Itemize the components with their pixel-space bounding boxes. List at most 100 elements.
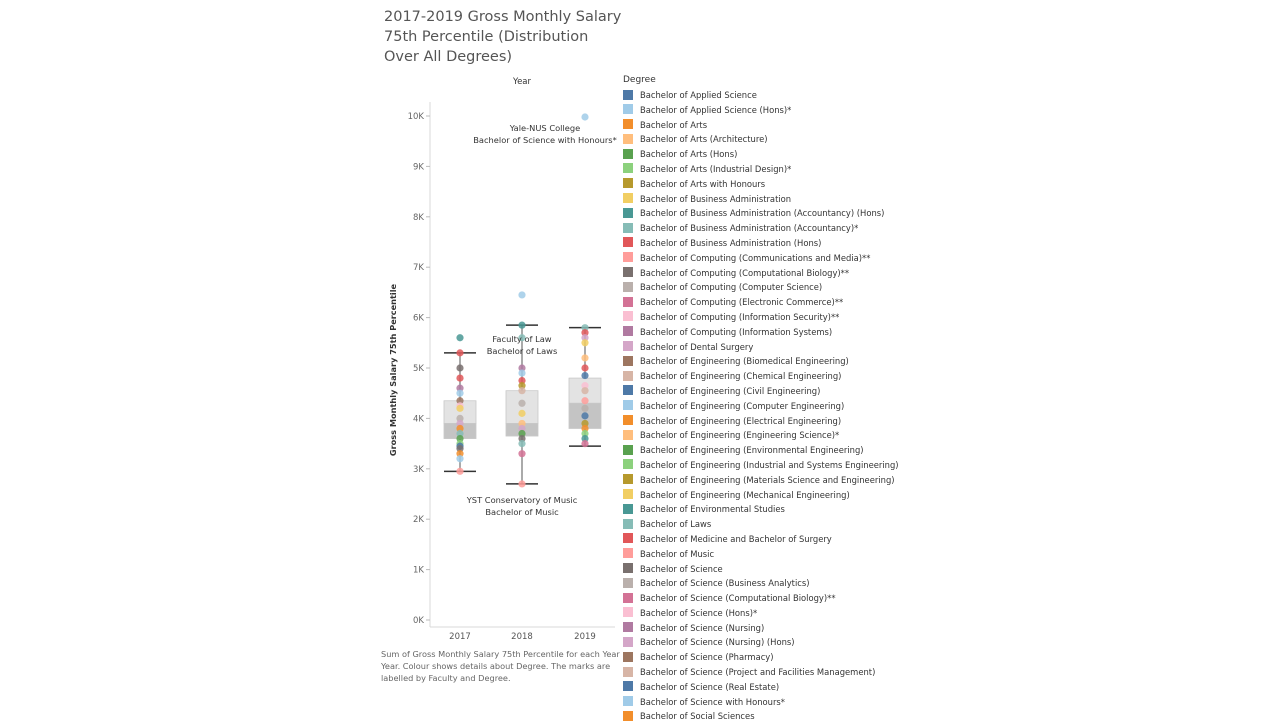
- data-point: [456, 455, 464, 463]
- legend-item[interactable]: Bachelor of Computing (Computer Science): [623, 280, 1023, 295]
- legend-item[interactable]: Bachelor of Engineering (Engineering Sci…: [623, 428, 1023, 443]
- legend-item[interactable]: Bachelor of Engineering (Materials Scien…: [623, 473, 1023, 488]
- legend-item[interactable]: Bachelor of Science (Real Estate): [623, 680, 1023, 695]
- legend-swatch: [623, 89, 633, 100]
- legend-item[interactable]: Bachelor of Music: [623, 547, 1023, 562]
- legend-item[interactable]: Bachelor of Engineering (Environmental E…: [623, 443, 1023, 458]
- data-point: [581, 329, 589, 337]
- legend-item-label: Bachelor of Science (Pharmacy): [640, 652, 774, 663]
- legend-swatch: [623, 119, 633, 130]
- data-point: [456, 429, 464, 438]
- legend-item[interactable]: Bachelor of Computing (Information Syste…: [623, 325, 1023, 340]
- data-point: [518, 434, 526, 443]
- legend-swatch: [623, 533, 633, 544]
- legend-swatch: [623, 503, 633, 514]
- legend-item[interactable]: Bachelor of Science (Project and Facilit…: [623, 665, 1023, 680]
- data-point: [456, 349, 464, 357]
- legend-item[interactable]: Bachelor of Engineering (Computer Engine…: [623, 399, 1023, 414]
- legend-item-label: Bachelor of Arts (Hons): [640, 149, 738, 160]
- legend-item[interactable]: Bachelor of Science (Pharmacy): [623, 650, 1023, 665]
- legend-item[interactable]: Bachelor of Medicine and Bachelor of Sur…: [623, 532, 1023, 547]
- legend-item[interactable]: Bachelor of Science: [623, 562, 1023, 577]
- legend-item[interactable]: Bachelor of Business Administration (Hon…: [623, 236, 1023, 251]
- legend-item-label: Bachelor of Environmental Studies: [640, 504, 785, 515]
- legend-item[interactable]: Bachelor of Engineering (Industrial and …: [623, 458, 1023, 473]
- data-point: [456, 445, 464, 453]
- legend-item[interactable]: Bachelor of Computing (Electronic Commer…: [623, 295, 1023, 310]
- legend-item-label: Bachelor of Arts with Honours: [640, 178, 766, 189]
- legend-swatch: [623, 681, 633, 692]
- legend-item[interactable]: Bachelor of Science (Nursing): [623, 621, 1023, 636]
- annotation-label: Yale-NUS College: [509, 123, 581, 133]
- data-point: [456, 364, 464, 372]
- legend-item[interactable]: Bachelor of Science (Nursing) (Hons): [623, 635, 1023, 650]
- legend-item[interactable]: Bachelor of Arts with Honours: [623, 177, 1023, 192]
- legend-item[interactable]: Bachelor of Science (Business Analytics): [623, 576, 1023, 591]
- legend-item-label: Bachelor of Social Sciences: [640, 711, 755, 722]
- x-axis-title: Year: [512, 77, 532, 87]
- legend-swatch: [623, 474, 633, 485]
- legend-item[interactable]: Bachelor of Dental Surgery: [623, 340, 1023, 355]
- legend-swatch: [623, 296, 633, 307]
- legend-item[interactable]: Bachelor of Applied Science: [623, 88, 1023, 103]
- legend-item[interactable]: Bachelor of Engineering (Chemical Engine…: [623, 369, 1023, 384]
- legend-item[interactable]: Bachelor of Laws: [623, 517, 1023, 532]
- data-point: [581, 424, 589, 433]
- data-point: [581, 364, 589, 372]
- legend-item-label: Bachelor of Science (Real Estate): [640, 681, 780, 692]
- legend-item[interactable]: Bachelor of Business Administration (Acc…: [623, 221, 1023, 236]
- y-tick-label: 7K: [413, 263, 424, 273]
- legend-item-label: Bachelor of Business Administration (Hon…: [640, 237, 822, 248]
- legend-swatch: [623, 267, 633, 278]
- annotation-label: Faculty of Law: [492, 334, 551, 344]
- legend-swatch: [623, 193, 633, 204]
- legend-item[interactable]: Bachelor of Engineering (Biomedical Engi…: [623, 354, 1023, 369]
- legend-item[interactable]: Bachelor of Engineering (Electrical Engi…: [623, 414, 1023, 429]
- legend-item-label: Bachelor of Science: [640, 563, 723, 574]
- legend-item[interactable]: Bachelor of Science (Hons)*: [623, 606, 1023, 621]
- data-point: [456, 450, 464, 458]
- data-point: [581, 339, 589, 347]
- data-point: [581, 404, 589, 412]
- legend-swatch: [623, 429, 633, 440]
- legend-item-label: Bachelor of Science (Nursing) (Hons): [640, 637, 795, 648]
- legend-item[interactable]: Bachelor of Computing (Communications an…: [623, 251, 1023, 266]
- legend-item[interactable]: Bachelor of Arts: [623, 118, 1023, 133]
- legend-swatch: [623, 133, 633, 144]
- legend-item-label: Bachelor of Science (Hons)*: [640, 607, 758, 618]
- legend-item[interactable]: Bachelor of Social Sciences: [623, 709, 1023, 724]
- data-point: [518, 334, 526, 342]
- legend-item[interactable]: Bachelor of Engineering (Civil Engineeri…: [623, 384, 1023, 399]
- data-point: [518, 409, 526, 417]
- legend-item-label: Bachelor of Laws: [640, 519, 712, 530]
- legend-item[interactable]: Bachelor of Computing (Computational Bio…: [623, 266, 1023, 281]
- legend-item[interactable]: Bachelor of Arts (Hons): [623, 147, 1023, 162]
- legend-item[interactable]: Bachelor of Business Administration: [623, 192, 1023, 207]
- data-point: [456, 424, 464, 433]
- data-point: [581, 429, 589, 438]
- legend-swatch: [623, 370, 633, 381]
- legend-item-label: Bachelor of Engineering (Electrical Engi…: [640, 415, 842, 426]
- legend-swatch: [623, 341, 633, 352]
- y-tick-label: 8K: [413, 213, 424, 223]
- legend-item[interactable]: Bachelor of Science (Computational Biolo…: [623, 591, 1023, 606]
- data-point: [518, 364, 526, 372]
- legend-item[interactable]: Bachelor of Computing (Information Secur…: [623, 310, 1023, 325]
- legend-swatch: [623, 607, 633, 618]
- legend-item-label: Bachelor of Arts (Industrial Design)*: [640, 163, 792, 174]
- legend-item[interactable]: Bachelor of Business Administration (Acc…: [623, 206, 1023, 221]
- legend-item[interactable]: Bachelor of Science with Honours*: [623, 695, 1023, 710]
- legend-item[interactable]: Bachelor of Arts (Industrial Design)*: [623, 162, 1023, 177]
- legend-item[interactable]: Bachelor of Engineering (Mechanical Engi…: [623, 488, 1023, 503]
- data-point: [456, 389, 464, 397]
- legend-item[interactable]: Bachelor of Environmental Studies: [623, 502, 1023, 517]
- annotation-label: YST Conservatory of Music: [466, 495, 578, 505]
- legend-item[interactable]: Bachelor of Applied Science (Hons)*: [623, 103, 1023, 118]
- legend-swatch: [623, 563, 633, 573]
- data-point: [581, 419, 589, 428]
- legend-swatch: [623, 696, 633, 707]
- y-tick-label: 6K: [413, 314, 424, 324]
- annotation-label: Bachelor of Music: [485, 507, 559, 517]
- legend-item[interactable]: Bachelor of Arts (Architecture): [623, 132, 1023, 147]
- data-point: [456, 467, 464, 475]
